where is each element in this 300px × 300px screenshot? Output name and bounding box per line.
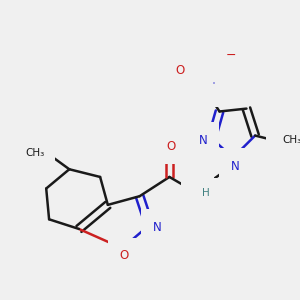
Text: N: N (193, 179, 202, 192)
Text: O: O (120, 249, 129, 262)
Text: N: N (199, 134, 208, 147)
Text: −: − (226, 49, 236, 62)
Text: O: O (167, 140, 176, 153)
Text: CH₃: CH₃ (25, 148, 44, 158)
Text: N: N (152, 220, 161, 233)
Text: N: N (230, 160, 239, 173)
Text: CH₃: CH₃ (282, 135, 300, 146)
Text: H: H (202, 188, 210, 198)
Text: N: N (199, 82, 208, 95)
Text: O: O (218, 57, 227, 70)
Text: CH₃: CH₃ (276, 135, 296, 146)
Text: +: + (209, 76, 217, 86)
Text: O: O (176, 64, 185, 76)
